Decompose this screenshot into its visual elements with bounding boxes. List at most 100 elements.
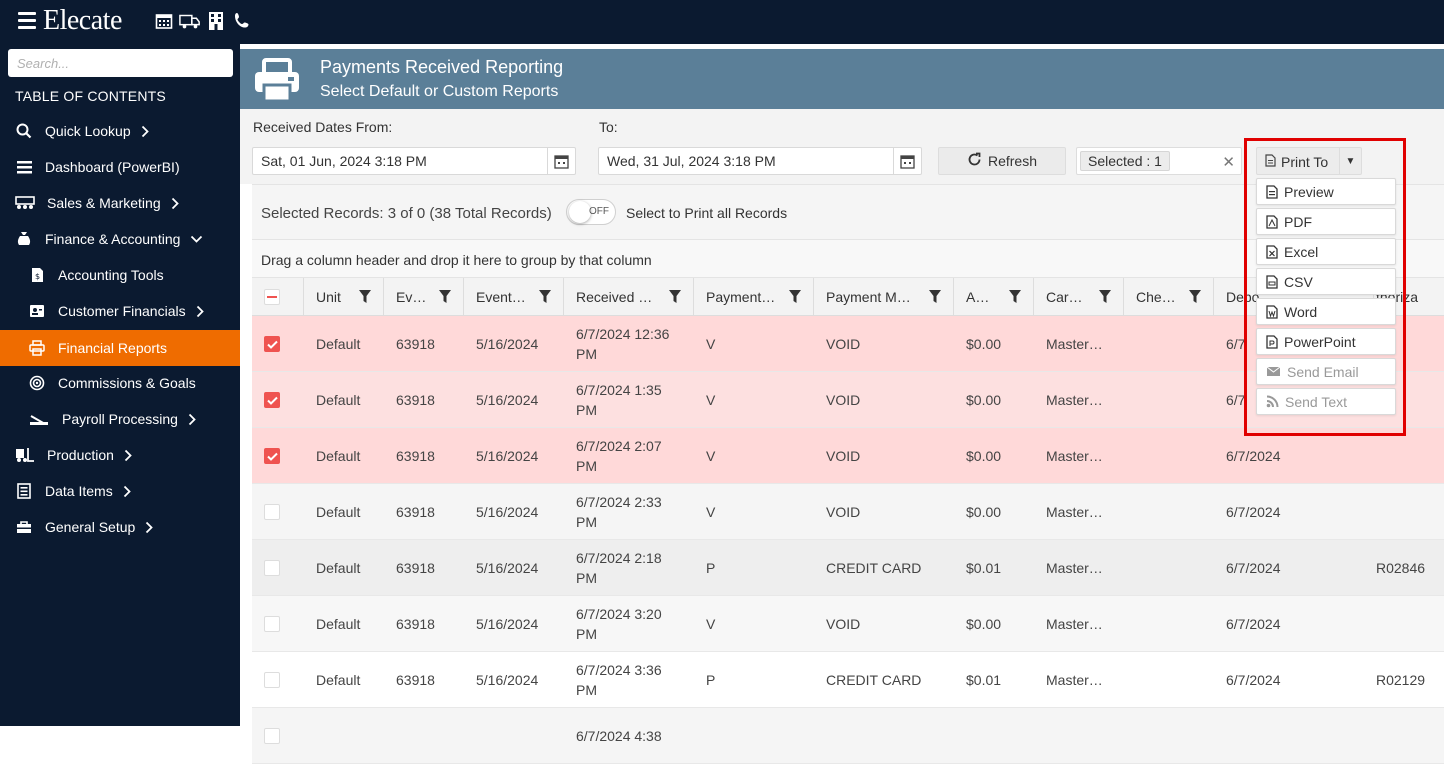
filter-icon[interactable]: [359, 290, 371, 306]
app-logo[interactable]: Elecate: [43, 5, 122, 36]
table-row[interactable]: Default 63918 5/16/2024 6/7/2024 2:07 PM V VO…: [252, 428, 1444, 484]
cell-ev: 63918: [396, 616, 435, 632]
cell-check: [1124, 316, 1214, 372]
row-select-cell[interactable]: [252, 484, 304, 540]
column-header-card[interactable]: Car…: [1034, 278, 1124, 316]
row-checkbox[interactable]: [264, 560, 280, 576]
building-icon[interactable]: [205, 10, 227, 32]
row-checkbox[interactable]: [264, 336, 280, 352]
filter-icon[interactable]: [1009, 290, 1021, 306]
column-title: Car…: [1046, 289, 1083, 305]
sidebar-item-customer-financials[interactable]: Customer Financials: [0, 293, 240, 329]
truck-icon[interactable]: [179, 10, 201, 32]
to-date-field[interactable]: Wed, 31 Jul, 2024 3:18 PM: [598, 147, 922, 175]
print-menu-item-send-email[interactable]: Send Email: [1256, 358, 1396, 385]
cell-card: [1034, 708, 1124, 764]
sidebar-item-general-setup[interactable]: General Setup: [0, 509, 240, 545]
cell-card: Master…: [1046, 504, 1103, 520]
filter-icon[interactable]: [789, 290, 801, 306]
cell-event: 5/16/2024: [476, 336, 539, 352]
check-pen-icon: [28, 410, 50, 428]
filter-icon[interactable]: [669, 290, 681, 306]
selected-report-field[interactable]: Selected : 1 ✕: [1076, 147, 1242, 175]
sidebar-item-production[interactable]: Production: [0, 437, 240, 473]
cell-amount: $0.00: [966, 504, 1002, 520]
print-menu-item-csv[interactable]: CSV: [1256, 268, 1396, 295]
phone-icon[interactable]: [231, 10, 253, 32]
calendar-icon[interactable]: [153, 10, 175, 32]
cell-method: [814, 708, 954, 764]
filter-icon[interactable]: [439, 290, 451, 306]
from-date-field[interactable]: Sat, 01 Jun, 2024 3:18 PM: [252, 147, 576, 175]
table-row[interactable]: Default 63918 5/16/2024 6/7/2024 2:33 PM V VO…: [252, 484, 1444, 540]
column-header-event-date[interactable]: Event…: [464, 278, 564, 316]
column-header-event-id[interactable]: Ev…: [384, 278, 464, 316]
column-header-deposit[interactable]: Depo: [1214, 278, 1374, 316]
row-select-cell[interactable]: [252, 708, 304, 764]
print-menu-item-word[interactable]: Word: [1256, 298, 1396, 325]
sidebar-item-quick-lookup[interactable]: Quick Lookup: [0, 113, 240, 149]
money-bag-icon: [15, 230, 33, 248]
row-checkbox[interactable]: [264, 616, 280, 632]
cell-ev: 63918: [396, 560, 435, 576]
search-input[interactable]: [8, 49, 233, 77]
refresh-button[interactable]: Refresh: [938, 147, 1066, 175]
sidebar-item-accounting-tools[interactable]: $ Accounting Tools: [0, 257, 240, 293]
row-checkbox[interactable]: [264, 672, 280, 688]
sidebar-item-finance-accounting[interactable]: Finance & Accounting: [0, 221, 240, 257]
row-checkbox[interactable]: [264, 728, 280, 744]
row-select-cell[interactable]: [252, 316, 304, 372]
print-menu-label: Send Text: [1285, 393, 1348, 410]
table-row[interactable]: Default 63918 5/16/2024 6/7/2024 2:18 PM P CR…: [252, 540, 1444, 596]
column-header-unit[interactable]: Unit: [304, 278, 384, 316]
row-select-cell[interactable]: [252, 596, 304, 652]
table-row[interactable]: 6/7/2024 4:38: [252, 708, 1444, 764]
calendar-icon[interactable]: [547, 148, 575, 174]
row-checkbox[interactable]: [264, 392, 280, 408]
print-menu-label: PowerPoint: [1284, 333, 1356, 350]
row-select-cell[interactable]: [252, 652, 304, 708]
row-checkbox[interactable]: [264, 448, 280, 464]
select-all-header[interactable]: [252, 278, 304, 316]
column-header-check[interactable]: Che…: [1124, 278, 1214, 316]
print-to-button[interactable]: Print To ▼: [1256, 147, 1362, 175]
row-select-cell[interactable]: [252, 428, 304, 484]
cell-payment: [694, 708, 814, 764]
column-header-payment-type[interactable]: Payment…: [694, 278, 814, 316]
row-select-cell[interactable]: [252, 372, 304, 428]
clear-icon[interactable]: ✕: [1222, 154, 1235, 171]
table-row[interactable]: Default 63918 5/16/2024 6/7/2024 3:20 PM V VO…: [252, 596, 1444, 652]
print-all-toggle[interactable]: OFF: [566, 199, 616, 225]
toggle-state: OFF: [589, 206, 609, 217]
chevron-right-icon: [141, 124, 153, 138]
hamburger-menu-icon[interactable]: [18, 12, 36, 30]
print-menu-item-preview[interactable]: Preview: [1256, 178, 1396, 205]
column-header-received[interactable]: Received …: [564, 278, 694, 316]
filter-icon[interactable]: [929, 290, 941, 306]
sidebar: TABLE OF CONTENTS Quick Lookup Dashboard…: [0, 44, 240, 726]
sidebar-item-financial-reports[interactable]: Financial Reports: [0, 330, 240, 366]
dropdown-arrow-icon[interactable]: ▼: [1339, 148, 1361, 174]
column-header-amount[interactable]: A…: [954, 278, 1034, 316]
filter-icon[interactable]: [1189, 290, 1201, 306]
sidebar-item-commissions-goals[interactable]: Commissions & Goals: [0, 365, 240, 401]
column-header-payment-method[interactable]: Payment M…: [814, 278, 954, 316]
printer-icon: [28, 339, 46, 357]
sidebar-item-dashboard[interactable]: Dashboard (PowerBI): [0, 149, 240, 185]
print-menu-item-pdf[interactable]: PDF: [1256, 208, 1396, 235]
select-all-checkbox[interactable]: [264, 289, 280, 305]
sidebar-item-data-items[interactable]: Data Items: [0, 473, 240, 509]
sidebar-item-sales-marketing[interactable]: Sales & Marketing: [0, 185, 240, 221]
row-select-cell[interactable]: [252, 540, 304, 596]
filter-icon[interactable]: [539, 290, 551, 306]
print-menu-item-send-text[interactable]: Send Text: [1256, 388, 1396, 415]
print-menu-item-powerpoint[interactable]: PowerPoint: [1256, 328, 1396, 355]
row-checkbox[interactable]: [264, 504, 280, 520]
cell-deposit: 6/7/2024: [1226, 448, 1281, 464]
sidebar-item-payroll-processing[interactable]: Payroll Processing: [0, 401, 240, 437]
cell-check: [1124, 596, 1214, 652]
calendar-icon[interactable]: [893, 148, 921, 174]
table-row[interactable]: Default 63918 5/16/2024 6/7/2024 3:36 PM P CR…: [252, 652, 1444, 708]
filter-icon[interactable]: [1099, 290, 1111, 306]
print-menu-item-excel[interactable]: Excel: [1256, 238, 1396, 265]
